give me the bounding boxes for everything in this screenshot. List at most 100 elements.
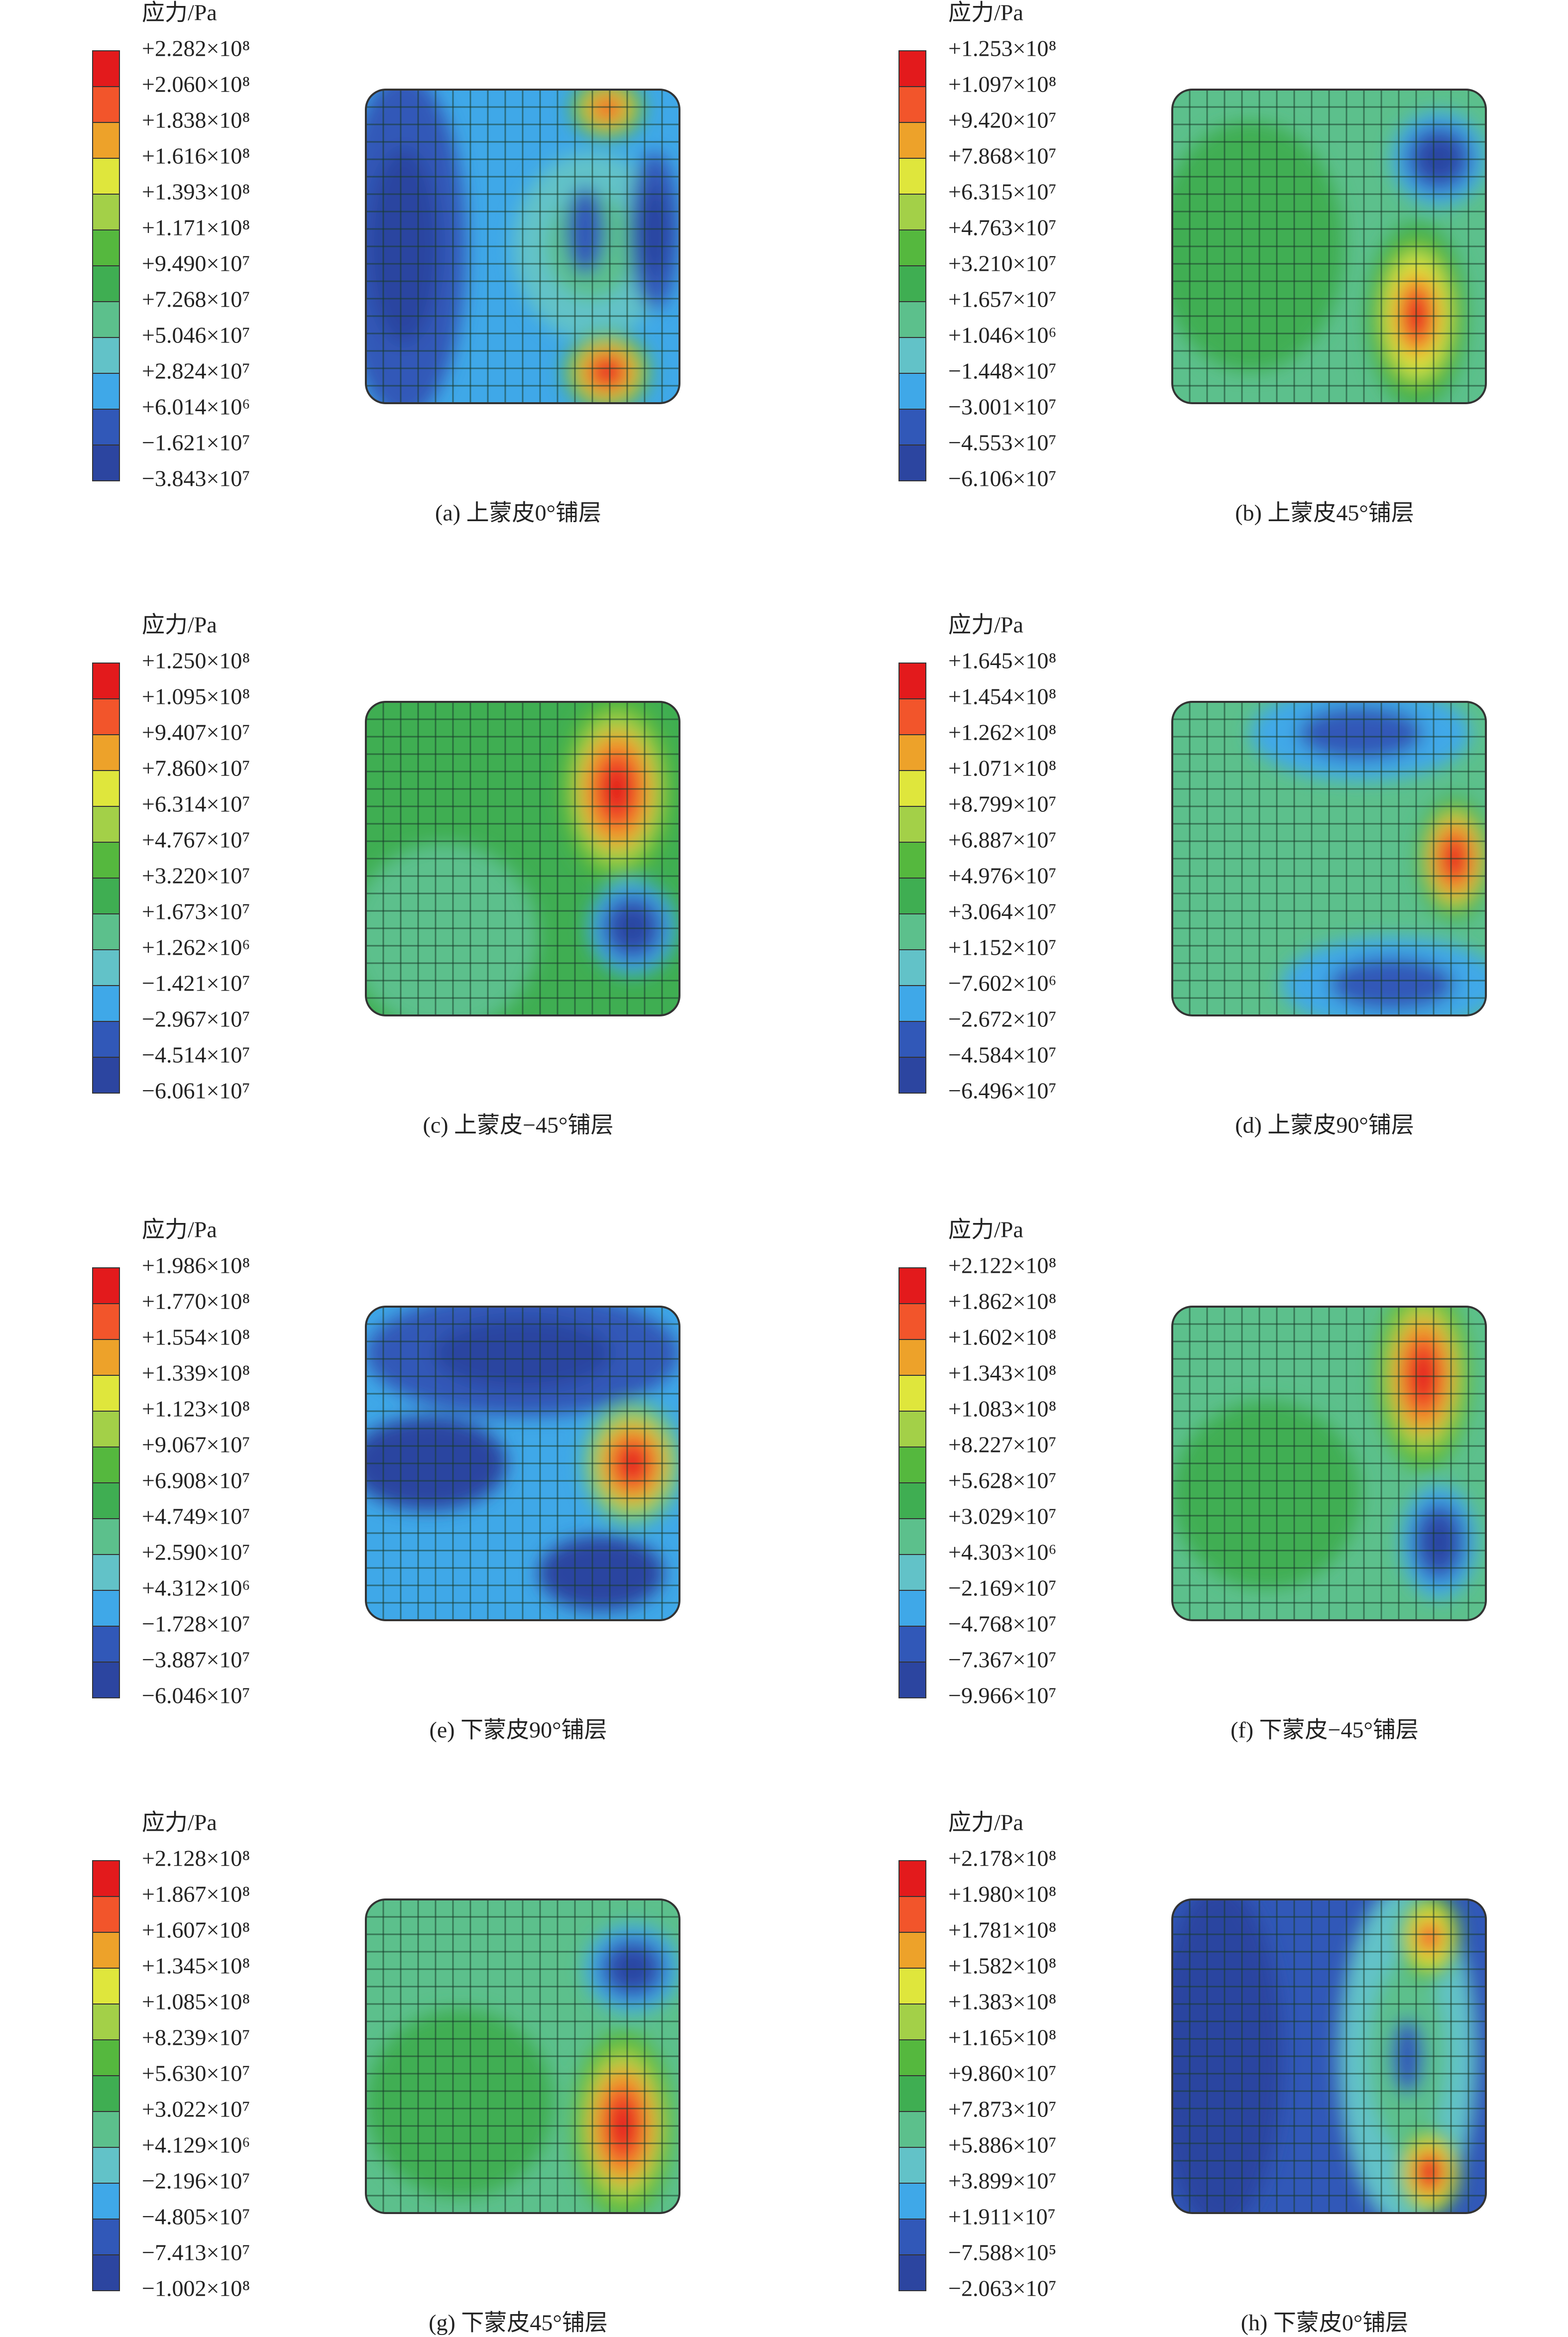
legend-label: −2.967×10⁷	[142, 1006, 250, 1032]
plot-outline	[365, 701, 680, 1016]
legend-title: 应力/Pa	[142, 1217, 217, 1242]
colorbar-swatch	[898, 2183, 926, 2220]
colorbar-swatch	[92, 913, 120, 950]
legend-label: +6.315×10⁷	[948, 179, 1056, 205]
colorbar-swatch	[898, 1590, 926, 1627]
colorbar-swatch	[92, 2254, 120, 2291]
colorbar-swatch	[92, 698, 120, 735]
colorbar-swatch	[92, 1482, 120, 1519]
colorbar-swatch	[92, 1057, 120, 1094]
legend-label: −6.061×10⁷	[142, 1078, 250, 1104]
caption: (b) 上蒙皮45°铺层	[1235, 500, 1414, 526]
legend-label: +3.022×10⁷	[142, 2097, 250, 2122]
colorbar-swatch	[92, 1411, 120, 1447]
colorbar-swatch	[92, 734, 120, 771]
contour-plot	[366, 90, 679, 403]
legend-label: −1.421×10⁷	[142, 971, 250, 996]
plot-outline	[1171, 89, 1487, 404]
legend-label: −4.805×10⁷	[142, 2204, 250, 2229]
colorbar-swatch	[92, 878, 120, 914]
colorbar-swatch	[92, 1968, 120, 2004]
caption: (a) 上蒙皮0°铺层	[435, 500, 601, 526]
colorbar-swatch	[898, 229, 926, 266]
legend-label: +9.067×10⁷	[142, 1432, 250, 1457]
legend-label: −1.448×10⁷	[948, 358, 1056, 384]
colorbar-swatch	[92, 1662, 120, 1698]
legend-label: +1.554×10⁸	[142, 1325, 250, 1350]
colorbar-swatch	[92, 770, 120, 807]
legend-label: −1.621×10⁷	[142, 430, 250, 455]
legend-label: −3.001×10⁷	[948, 394, 1056, 420]
stress-region	[1420, 2159, 1439, 2186]
stress-region	[1417, 1919, 1442, 1955]
colorbar-swatch	[92, 1375, 120, 1412]
colorbar-swatch	[898, 806, 926, 843]
contour-plot	[1172, 90, 1486, 403]
legend-label: +1.152×10⁷	[948, 935, 1056, 960]
legend-label: +1.838×10⁸	[142, 108, 250, 133]
legend-label: +9.860×10⁷	[948, 2061, 1056, 2086]
colorbar-swatch	[898, 913, 926, 950]
legend-label: −6.046×10⁷	[142, 1683, 250, 1708]
colorbar-swatch	[898, 2003, 926, 2040]
legend-label: −3.843×10⁷	[142, 466, 250, 491]
colorbar-swatch	[92, 2075, 120, 2112]
colorbar-swatch	[898, 1968, 926, 2004]
legend-label: +3.064×10⁷	[948, 899, 1056, 924]
plot-outline	[365, 1898, 680, 2214]
contour-plot	[1172, 1899, 1486, 2213]
legend-label: +1.071×10⁸	[948, 756, 1056, 781]
legend-label: −3.887×10⁷	[142, 1647, 250, 1672]
colorbar-swatch	[898, 2039, 926, 2076]
colorbar-swatch	[898, 1482, 926, 1519]
colorbar-swatch	[898, 373, 926, 410]
panel: 应力/Pa +1.253×10⁸ +1.097×10⁸ +9.420×10⁷ +7.86…	[898, 0, 1487, 526]
legend-label: −1.728×10⁷	[142, 1611, 250, 1637]
panel: 应力/Pa +2.122×10⁸ +1.862×10⁸ +1.602×10⁸ +1.34…	[898, 1217, 1487, 1743]
legend-label: −7.602×10⁶	[948, 971, 1056, 996]
colorbar-swatch	[92, 1339, 120, 1376]
colorbar-swatch	[92, 1626, 120, 1663]
caption: (c) 上蒙皮−45°铺层	[423, 1113, 614, 1138]
legend-title: 应力/Pa	[948, 1217, 1023, 1242]
legend-label: +1.781×10⁸	[948, 1917, 1056, 1943]
legend-label: −2.196×10⁷	[142, 2168, 250, 2194]
legend-title: 应力/Pa	[142, 612, 217, 638]
legend-label: +1.645×10⁸	[948, 648, 1056, 673]
stress-region	[1424, 1519, 1454, 1564]
colorbar-swatch	[92, 1896, 120, 1933]
legend-label: +2.060×10⁸	[142, 72, 250, 97]
legend-label: −2.672×10⁷	[948, 1006, 1056, 1032]
legend-label: −9.966×10⁷	[948, 1683, 1056, 1708]
colorbar-swatch	[898, 1662, 926, 1698]
legend-title: 应力/Pa	[948, 1810, 1023, 1835]
legend-label: +1.339×10⁸	[142, 1360, 250, 1386]
caption: (g) 下蒙皮45°铺层	[429, 2310, 608, 2336]
plot-outline	[365, 89, 680, 404]
caption: (d) 上蒙皮90°铺层	[1235, 1113, 1414, 1138]
legend-label: +4.129×10⁶	[142, 2132, 250, 2158]
colorbar-swatch	[92, 409, 120, 445]
legend-label: +4.976×10⁷	[948, 863, 1056, 889]
legend-label: +3.210×10⁷	[948, 251, 1056, 276]
legend-label: +1.165×10⁸	[948, 2025, 1056, 2050]
legend-label: +1.262×10⁸	[948, 720, 1056, 745]
colorbar-swatch	[898, 1896, 926, 1933]
contour-plot	[366, 702, 679, 1015]
colorbar-swatch	[898, 1447, 926, 1483]
colorbar-swatch	[898, 265, 926, 302]
legend-label: +2.128×10⁸	[142, 1846, 250, 1871]
colorbar-swatch	[898, 770, 926, 807]
colorbar-swatch	[898, 1057, 926, 1094]
stress-region	[1298, 706, 1423, 760]
colorbar-swatch	[898, 1303, 926, 1340]
legend-label: +2.178×10⁸	[948, 1846, 1056, 1871]
panel: 应力/Pa +1.250×10⁸ +1.095×10⁸ +9.407×10⁷ +7.86…	[92, 612, 680, 1138]
legend-label: +1.343×10⁸	[948, 1360, 1056, 1386]
plot-outline	[365, 1306, 680, 1621]
legend-label: +4.763×10⁷	[948, 215, 1056, 240]
legend-label: −4.584×10⁷	[948, 1042, 1056, 1068]
colorbar-swatch	[92, 50, 120, 87]
stress-region	[566, 187, 604, 275]
